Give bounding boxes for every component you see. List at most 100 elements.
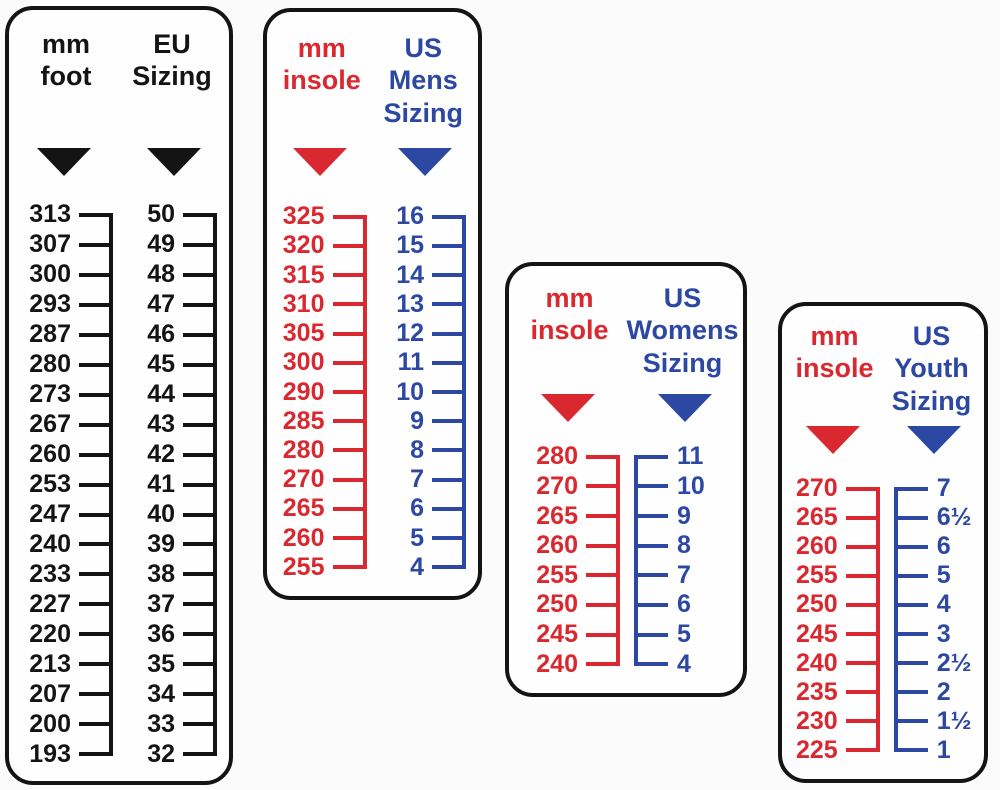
tick-mark: [183, 362, 217, 367]
scale-value: 38: [147, 559, 175, 588]
scale-us-mens-sizing: 16 15 14 13 12 11 10 9 8 7 6 5 4: [381, 202, 466, 582]
tick-mark: [79, 332, 113, 337]
tick-mark: [183, 602, 217, 607]
scale-row: 7: [893, 474, 972, 503]
scale-value: 200: [29, 709, 71, 738]
scale-value: 235: [796, 677, 838, 706]
tick-mark: [183, 572, 217, 577]
tick-mark: [634, 602, 668, 607]
scale-value: 14: [396, 260, 424, 289]
tick-mark: [79, 302, 113, 307]
scale-row: 38: [127, 559, 217, 589]
scale-row: 255: [281, 553, 367, 582]
tick-mark: [183, 272, 217, 277]
scale-row: 48: [127, 260, 217, 290]
scale-row: 14: [381, 260, 466, 289]
tick-mark: [79, 602, 113, 607]
tick-mark: [332, 506, 367, 511]
scale-value: 270: [796, 474, 838, 503]
scale-row: 220: [23, 619, 113, 649]
tick-mark: [79, 752, 113, 757]
down-arrow-icon: [398, 148, 453, 176]
tick-mark: [183, 302, 217, 307]
scale-row: 10: [634, 472, 731, 502]
panel-headers: mm insole US Youth Sizing: [782, 306, 984, 417]
tick-mark: [332, 214, 367, 219]
scale-value: 250: [796, 590, 838, 619]
scale-value: 15: [396, 231, 424, 260]
scale-row: 39: [127, 529, 217, 559]
scale-value: 6½: [936, 503, 972, 532]
scale-row: 245: [523, 620, 620, 650]
scale-mm-insole: 280 270 265 260 255 250 245 240: [523, 442, 620, 679]
scale-row: 255: [796, 561, 880, 590]
scale-value: 240: [29, 529, 71, 558]
scale-value: 3: [936, 619, 951, 648]
tick-mark: [79, 632, 113, 637]
scale-value: 37: [147, 589, 175, 618]
panel-mm-insole-to-us-youth: mm insole US Youth Sizing 270 265 260 255 25…: [778, 302, 988, 783]
scale-value: 39: [147, 529, 175, 558]
scale-row: 7: [381, 465, 466, 494]
tick-mark: [332, 243, 367, 248]
scale-spine: [109, 214, 113, 755]
scale-value: 315: [282, 260, 325, 289]
tick-mark: [432, 243, 466, 248]
tick-mark: [586, 484, 620, 489]
scale-row: 49: [127, 230, 217, 260]
scale-row: 33: [127, 709, 217, 739]
scale-row: 47: [127, 290, 217, 320]
tick-mark: [79, 482, 113, 487]
scale-row: 290: [281, 377, 367, 406]
scale-spine: [634, 456, 638, 665]
scale-value: 32: [147, 739, 175, 768]
scale-row: 193: [23, 739, 113, 769]
scale-area: 280 270 265 260 255 250 245 240 11 10 9 8 7 6 5 4: [523, 442, 731, 679]
scale-value: 36: [147, 619, 175, 648]
scale-row: 280: [523, 442, 620, 472]
tick-mark: [634, 454, 668, 459]
tick-mark: [432, 506, 466, 511]
tick-mark: [893, 632, 928, 637]
scale-row: 11: [381, 348, 466, 377]
scale-row: 35: [127, 649, 217, 679]
tick-mark: [332, 448, 367, 453]
scale-value: 6: [936, 532, 951, 561]
scale-mm-insole: 325 320 315 310 305 300 290 285 280 270 265 260 255: [281, 202, 367, 582]
scale-value: 265: [282, 494, 325, 523]
scale-us-womens-sizing: 11 10 9 8 7 6 5 4: [634, 442, 731, 679]
scale-row: 37: [127, 589, 217, 619]
scale-value: 260: [536, 531, 578, 560]
tick-mark: [183, 332, 217, 337]
scale-row: 45: [127, 350, 217, 380]
scale-row: 235: [796, 678, 880, 707]
tick-mark: [586, 454, 620, 459]
tick-mark: [183, 422, 217, 427]
scale-row: 4: [893, 590, 972, 619]
scale-value: 47: [147, 290, 175, 319]
scale-row: 9: [381, 407, 466, 436]
scale-value: 310: [282, 289, 325, 318]
column-header-mm-foot: mm foot: [40, 29, 92, 92]
scale-value: 287: [29, 320, 71, 349]
scale-row: 245: [796, 619, 880, 648]
tick-mark: [183, 692, 217, 697]
arrow-row: [509, 394, 743, 422]
scale-value: 220: [29, 619, 71, 648]
tick-mark: [183, 542, 217, 547]
scale-row: 270: [796, 474, 880, 503]
scale-row: 300: [23, 260, 113, 290]
scale-value: 5: [410, 523, 424, 552]
scale-row: 280: [23, 350, 113, 380]
scale-value: 1½: [936, 706, 972, 735]
scale-value: 300: [282, 348, 325, 377]
scale-value: 7: [410, 465, 424, 494]
scale-eu-sizing: 50 49 48 47 46 45 44 43 42 41 40 39 38 37 36 35 34 33 32: [127, 200, 217, 769]
scale-row: 41: [127, 470, 217, 500]
tick-mark: [893, 748, 928, 753]
down-arrow-icon: [147, 148, 201, 176]
tick-mark: [845, 690, 880, 695]
panel-mm-insole-to-us-womens: mm insole US Womens Sizing 280 270 265 260 2…: [505, 262, 747, 697]
scale-value: 5: [677, 620, 691, 649]
scale-row: 6: [893, 532, 972, 561]
